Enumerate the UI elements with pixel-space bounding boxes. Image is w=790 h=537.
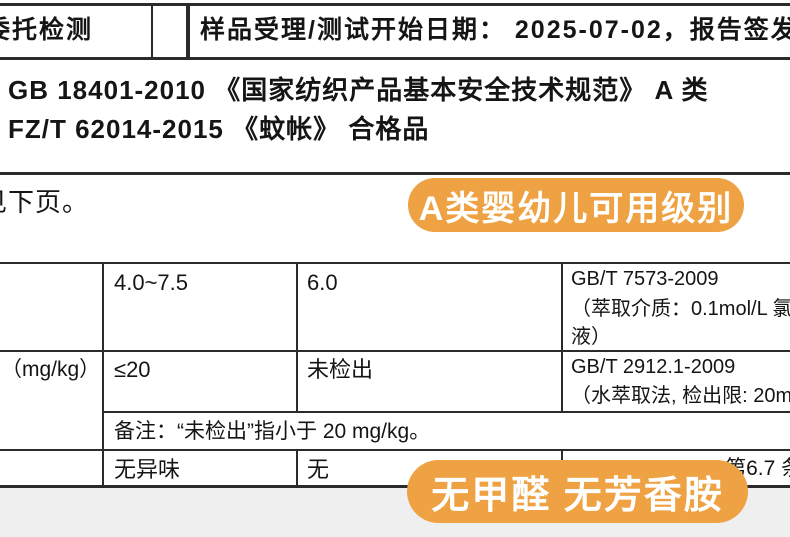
formaldehyde-method-line1: GB/T 2912.1-2009	[571, 356, 736, 378]
standard-line-gb18401: GB 18401-2010 《国家纺织产品基本安全技术规范》 A 类	[8, 75, 709, 105]
table-col-border-label	[102, 262, 104, 488]
note-row-text: 备注：“未检出”指小于 20 mg/kg。	[114, 420, 431, 443]
continuation-note: 见下页。	[0, 187, 90, 217]
ph-method-line3: 液）	[571, 326, 611, 348]
safety-badge: 无甲醛 无芳香胺	[407, 460, 748, 523]
header-right-cell-border	[186, 3, 190, 60]
table-col-border-method-upper	[561, 262, 563, 412]
grade-badge: A类婴幼儿可用级别	[408, 178, 744, 232]
header-left-cell-border	[151, 3, 153, 60]
ph-limit-cell: 4.0~7.5	[114, 270, 189, 295]
table-row-border-1	[0, 350, 790, 352]
formaldehyde-result-cell: 未检出	[307, 357, 374, 382]
standard-line-fzt62014: FZ/T 62014-2015 《蚊帐》 合格品	[8, 114, 430, 144]
formaldehyde-limit-cell: ≤20	[114, 357, 151, 382]
ph-method-line2: （萃取介质：0.1mol/L 氯化钾溶	[571, 298, 790, 320]
formaldehyde-label-cell: 量（mg/kg）	[0, 358, 101, 381]
header-date-text: 样品受理/测试开始日期： 2025-07-02，报告签发	[200, 16, 790, 44]
table-note-top-border	[102, 411, 790, 413]
table-col-border-limit-lower	[296, 449, 298, 488]
section-divider-line	[0, 172, 790, 175]
ph-method-line1: GB/T 7573-2009	[571, 268, 719, 290]
ph-result-cell: 6.0	[307, 270, 338, 295]
header-left-cell-label: 委托检测	[0, 16, 94, 44]
header-bottom-border	[0, 57, 790, 60]
header-top-border	[0, 3, 790, 6]
table-top-border	[0, 262, 790, 264]
odor-result-cell: 无	[307, 457, 330, 482]
table-bottom-border	[0, 485, 790, 488]
table-row-border-2	[0, 449, 790, 451]
odor-limit-cell: 无异味	[114, 457, 181, 482]
table-col-border-limit-upper	[296, 262, 298, 412]
